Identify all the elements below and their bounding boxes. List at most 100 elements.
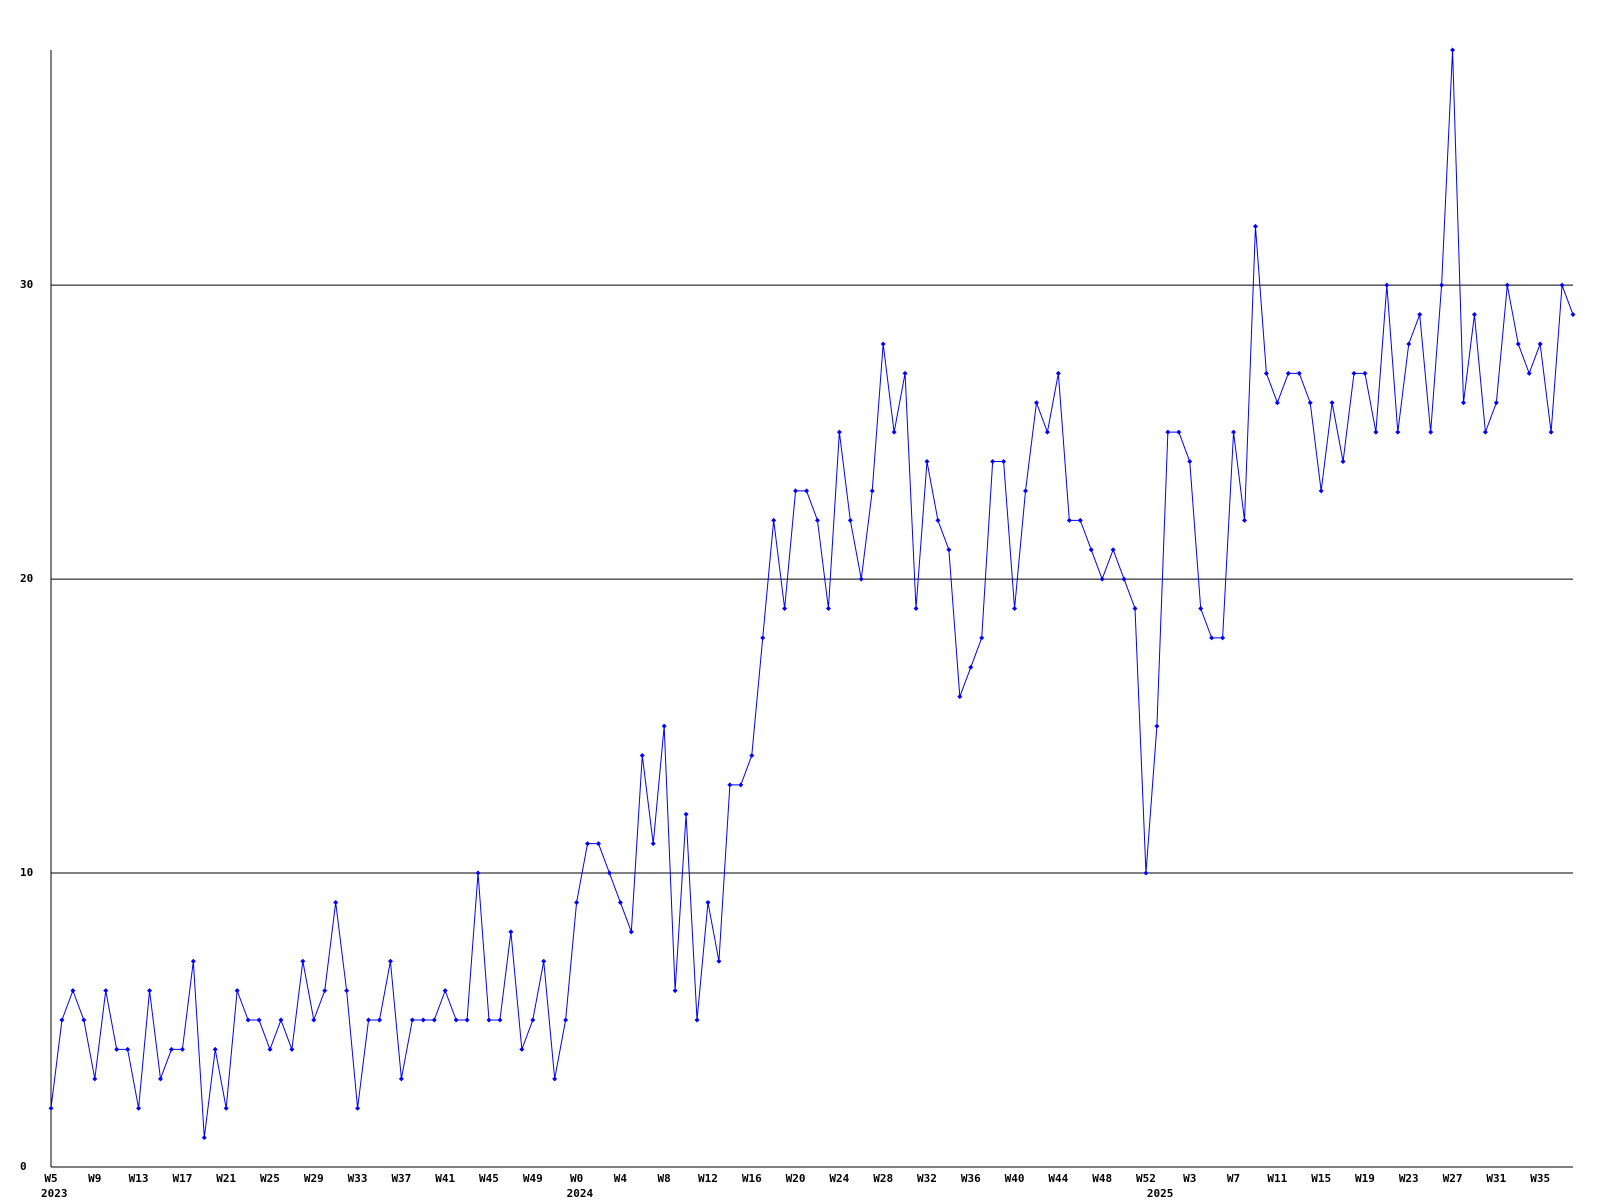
data-point <box>1395 429 1401 435</box>
data-point <box>1351 370 1357 376</box>
data-point <box>1307 400 1313 406</box>
data-point <box>1406 341 1412 347</box>
data-point <box>1373 429 1379 435</box>
data-point <box>585 841 591 847</box>
data-point <box>125 1046 131 1052</box>
year-label: 2024 <box>567 1187 594 1200</box>
data-point <box>716 958 722 964</box>
data-point <box>869 488 875 494</box>
x-tick-label: W7 <box>1227 1172 1240 1185</box>
x-tick-label: W12 <box>698 1172 718 1185</box>
data-point <box>508 929 514 935</box>
data-point <box>1471 312 1477 318</box>
data-point <box>694 1017 700 1023</box>
y-tick-label: 20 <box>20 572 33 585</box>
data-point <box>464 1017 470 1023</box>
data-point <box>387 958 393 964</box>
data-point <box>1450 47 1456 53</box>
data-point <box>924 459 930 465</box>
data-line <box>50 49 1574 1138</box>
data-point <box>201 1135 207 1141</box>
data-point <box>103 988 109 994</box>
data-point <box>497 1017 503 1023</box>
data-point <box>333 899 339 905</box>
data-point <box>114 1046 120 1052</box>
data-point <box>1570 312 1576 318</box>
data-point <box>475 870 481 876</box>
data-point <box>552 1076 558 1082</box>
data-point <box>1143 870 1149 876</box>
data-point <box>672 988 678 994</box>
data-point <box>563 1017 569 1023</box>
data-point <box>1209 635 1215 641</box>
data-point <box>1329 400 1335 406</box>
data-point <box>683 811 689 817</box>
data-point <box>1055 370 1061 376</box>
data-point <box>1001 459 1007 465</box>
data-point <box>1559 282 1565 288</box>
data-point <box>1154 723 1160 729</box>
data-point <box>1132 606 1138 611</box>
data-point <box>431 1017 437 1023</box>
data-point <box>278 1017 284 1023</box>
data-point <box>1482 429 1488 435</box>
data-point <box>179 1046 185 1052</box>
data-point <box>486 1017 492 1023</box>
data-point <box>344 988 350 994</box>
x-tick-label: W40 <box>1005 1172 1025 1185</box>
data-point <box>1187 459 1193 465</box>
data-point <box>650 841 656 847</box>
data-point <box>442 988 448 994</box>
data-point <box>617 899 623 905</box>
data-point <box>1548 429 1554 435</box>
data-point <box>606 870 612 876</box>
data-point <box>957 694 963 700</box>
x-tick-label: W17 <box>172 1172 192 1185</box>
data-point <box>1220 635 1226 641</box>
x-tick-label: W29 <box>304 1172 324 1185</box>
data-point <box>990 459 996 465</box>
data-point <box>595 841 601 847</box>
data-point <box>1242 517 1248 523</box>
x-tick-label: W24 <box>829 1172 849 1185</box>
year-label: 2025 <box>1147 1187 1174 1200</box>
y-tick-label: 30 <box>20 278 33 291</box>
data-point <box>168 1046 174 1052</box>
data-point <box>519 1046 525 1052</box>
data-point <box>92 1076 98 1082</box>
data-point <box>1340 459 1346 465</box>
x-tick-label: W33 <box>348 1172 368 1185</box>
x-tick-label: W8 <box>658 1172 671 1185</box>
data-point <box>891 429 897 435</box>
data-point <box>1121 576 1127 582</box>
data-point <box>190 958 196 964</box>
data-point <box>1504 282 1510 288</box>
x-tick-label: W25 <box>260 1172 280 1185</box>
x-tick-label: W0 <box>570 1172 583 1185</box>
data-point <box>245 1017 251 1023</box>
y-tick-label: 0 <box>20 1160 27 1173</box>
x-tick-label: W36 <box>961 1172 981 1185</box>
x-tick-label: W37 <box>391 1172 411 1185</box>
data-point <box>1231 429 1237 435</box>
data-point <box>782 606 788 611</box>
data-point <box>322 988 328 994</box>
data-point <box>738 782 744 788</box>
data-point <box>366 1017 372 1023</box>
data-point <box>311 1017 317 1023</box>
data-point <box>147 988 153 994</box>
x-tick-label: W41 <box>435 1172 455 1185</box>
data-point <box>1428 429 1434 435</box>
data-point <box>81 1017 87 1023</box>
data-point <box>1110 547 1116 553</box>
x-tick-label: W48 <box>1092 1172 1112 1185</box>
data-point <box>1318 488 1324 494</box>
data-point <box>804 488 810 494</box>
data-point <box>1252 223 1258 229</box>
data-point <box>628 929 634 935</box>
x-tick-label: W5 <box>44 1172 57 1185</box>
x-tick-label: W23 <box>1399 1172 1419 1185</box>
data-point <box>355 1105 361 1111</box>
data-point <box>825 606 831 611</box>
data-point <box>902 370 908 376</box>
